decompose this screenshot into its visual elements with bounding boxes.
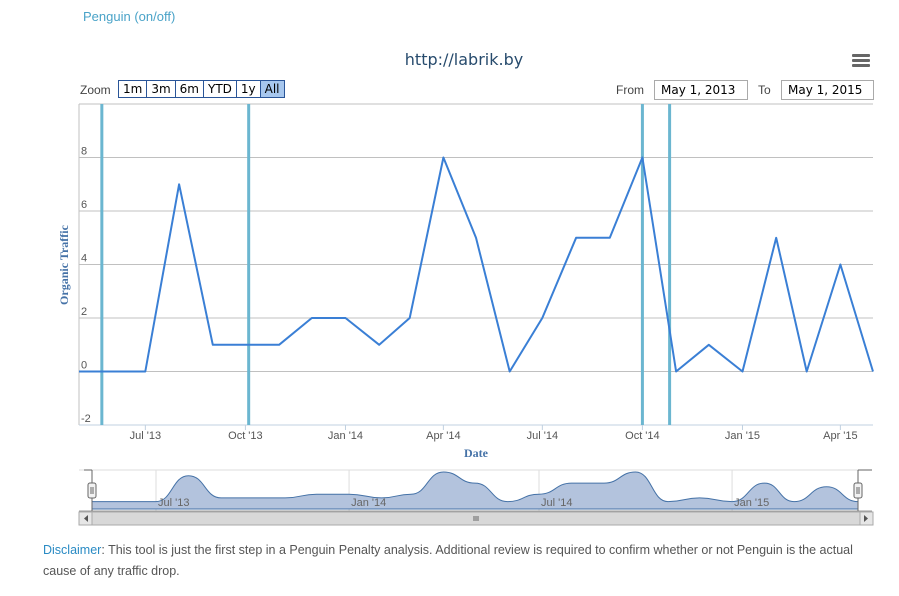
zoom-all-button[interactable]: All (259, 80, 285, 98)
hamburger-menu-icon[interactable] (852, 54, 870, 68)
x-tick-label: Apr '14 (426, 430, 461, 442)
grid-lines (79, 103, 873, 426)
navigator-area (91, 471, 859, 510)
y-tick-label: 0 (81, 360, 87, 372)
to-label: To (758, 83, 771, 97)
x-tick-labels: Jul '13 Oct '13 Jan '14 Apr '14 Jul '14 Oct '… (130, 425, 858, 442)
scrollbar[interactable] (78, 511, 874, 526)
y-tick-labels: -2 0 2 4 6 8 (81, 146, 91, 426)
zoom-label: Zoom (80, 83, 111, 97)
zoom-button-group: 1m 3m 6m YTD 1y All (118, 80, 285, 98)
from-label: From (616, 83, 644, 97)
x-axis-title: Date (464, 446, 489, 460)
disclaimer-link[interactable]: Disclaimer (43, 543, 102, 557)
navigator-label: Jan '15 (734, 497, 769, 509)
navigator-label: Jan '14 (351, 497, 386, 509)
disclaimer: Disclaimer: This tool is just the first … (43, 540, 885, 582)
penguin-toggle-link[interactable]: Penguin (on/off) (83, 9, 176, 24)
x-tick-label: Apr '15 (823, 430, 858, 442)
x-tick-label: Oct '13 (228, 430, 263, 442)
y-tick-label: 2 (81, 306, 87, 318)
navigator-labels: Jul '13 Jan '14 Jul '14 Jan '15 (158, 497, 769, 509)
navigator-label: Jul '13 (158, 497, 189, 509)
y-tick-label: 8 (81, 146, 87, 158)
navigator-label: Jul '14 (541, 497, 572, 509)
y-tick-label: 4 (81, 253, 87, 265)
x-tick-label: Jan '15 (725, 430, 760, 442)
x-tick-label: Jan '14 (328, 430, 363, 442)
to-date-input[interactable]: May 1, 2015 (781, 80, 874, 100)
x-tick-label: Jul '13 (130, 430, 161, 442)
from-date-input[interactable]: May 1, 2013 (654, 80, 748, 100)
x-tick-label: Jul '14 (527, 430, 558, 442)
x-tick-label: Oct '14 (625, 430, 660, 442)
navigator-right-handle[interactable] (853, 482, 863, 499)
y-tick-label: -2 (81, 413, 91, 425)
chart-title: http://labrik.by (404, 50, 524, 69)
zoom-ytd-button[interactable]: YTD (202, 80, 237, 98)
disclaimer-text: : This tool is just the first step in a … (43, 543, 853, 578)
navigator: Jul '13 Jan '14 Jul '14 Jan '15 (79, 469, 872, 512)
zoom-1m-button[interactable]: 1m (118, 80, 148, 98)
navigator-left-handle[interactable] (87, 482, 97, 499)
zoom-1y-button[interactable]: 1y (235, 80, 261, 98)
series-line (79, 156, 874, 373)
y-axis-title: Organic Traffic (57, 224, 71, 305)
y-tick-label: 6 (81, 199, 87, 211)
